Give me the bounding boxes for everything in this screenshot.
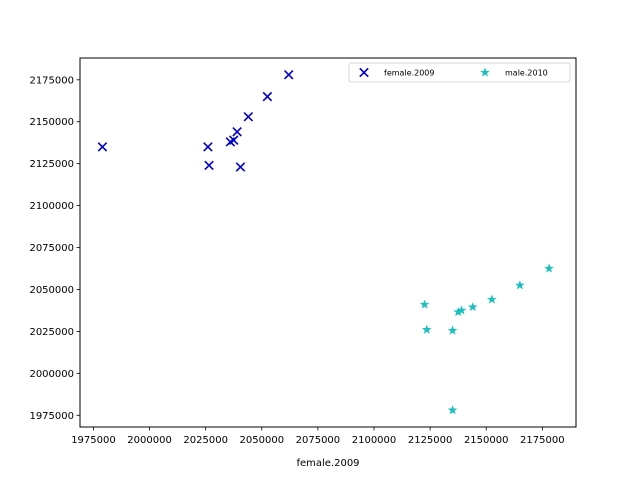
x-tick-label: 2025000	[183, 435, 228, 446]
legend-marker-female-2009	[359, 67, 369, 78]
x-tick-label: 2100000	[352, 435, 397, 446]
data-point-female-2009	[203, 142, 213, 152]
y-tick-label: 2100000	[29, 201, 74, 212]
data-point-male-2010	[515, 280, 525, 290]
x-tick-label: 2000000	[127, 435, 172, 446]
data-point-male-2010	[544, 263, 554, 273]
x-tick-label: 2150000	[464, 435, 509, 446]
y-tick-label: 2050000	[29, 285, 74, 296]
axes-frame	[79, 57, 577, 428]
y-tick-label: 2125000	[29, 159, 74, 170]
data-point-male-2010	[487, 294, 497, 304]
x-tick-label: 1975000	[71, 435, 116, 446]
axis-ticks: 1975000 2000000 2025000 2050000 2075000 21000…	[29, 75, 564, 446]
data-point-female-2009	[232, 127, 242, 137]
data-point-male-2010	[422, 324, 432, 334]
data-point-male-2010	[447, 405, 458, 415]
data-point-male-2010	[468, 302, 478, 312]
data-point-female-2009	[262, 91, 273, 102]
data-points	[97, 70, 554, 415]
data-point-female-2009	[235, 162, 246, 172]
y-tick-label: 2075000	[29, 243, 74, 254]
x-tick-label: 2075000	[296, 435, 341, 446]
legend-marker-male-2010	[480, 67, 490, 77]
y-tick-label: 2000000	[29, 369, 74, 380]
data-point-male-2010	[419, 299, 430, 309]
y-tick-label: 2025000	[29, 327, 74, 338]
legend-label: male.2010	[505, 69, 548, 78]
data-point-female-2009	[97, 142, 108, 152]
y-tick-label: 1975000	[29, 411, 74, 422]
data-point-male-2010	[456, 305, 467, 315]
data-point-male-2010	[447, 325, 458, 335]
y-tick-label: 2175000	[29, 75, 74, 86]
data-point-male-2010	[453, 307, 463, 317]
legend-label: female.2009	[384, 69, 434, 78]
data-point-female-2009	[228, 135, 239, 145]
data-point-female-2009	[283, 70, 294, 80]
x-tick-label: 2175000	[520, 435, 565, 446]
legend: female.2009 male.2010	[348, 62, 571, 83]
x-tick-label: 2125000	[408, 435, 453, 446]
x-tick-label: 2050000	[240, 435, 285, 446]
data-point-female-2009	[243, 111, 254, 122]
y-tick-label: 2150000	[29, 117, 74, 128]
legend-box	[348, 62, 571, 83]
data-point-female-2009	[204, 160, 214, 171]
x-axis-label: female.2009	[296, 458, 359, 469]
